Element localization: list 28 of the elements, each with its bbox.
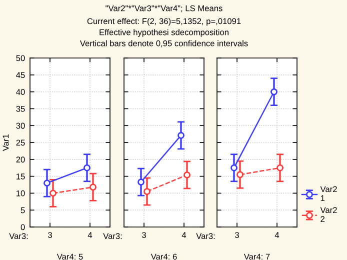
x-tick-label: 3	[142, 232, 146, 238]
y-tick-label: 40	[16, 89, 25, 95]
y-tick-label: 5	[20, 207, 25, 214]
x-tick-label: 4	[88, 232, 92, 238]
x-axis-title: Var4: 7	[244, 254, 270, 260]
legend-label: Var2 1	[320, 186, 337, 202]
y-tick-label: 20	[16, 156, 25, 162]
y-axis-title: Var1	[2, 134, 9, 151]
y-tick-label: 50	[16, 55, 25, 62]
y-tick-label: 10	[16, 190, 25, 196]
text: Var3:	[9, 233, 28, 240]
x-tick-label: 3	[48, 232, 52, 238]
text: Var3:	[103, 233, 122, 240]
x-tick-label: 4	[274, 232, 280, 238]
legend-label: Var2 2	[320, 207, 337, 222]
x-axis-title: Var4: 5	[56, 254, 83, 260]
x-tick-label: 4	[182, 232, 186, 238]
chart-subtitle: Current effect: F(2, 36)=5,1352, p=,01091 Effective hypothesi sdecomposition Vertical bars denote 0,95 confidence intervals	[80, 18, 248, 48]
y-tick-label: 25	[16, 140, 25, 146]
chart-title: "Var2"*"Var3"*"Var4"; LS Means	[106, 5, 222, 12]
x-axis-title: Var4: 6	[150, 254, 177, 260]
y-tick-label: 0	[20, 224, 25, 230]
y-tick-label: 30	[16, 122, 25, 129]
x-tick-label: 3	[235, 232, 239, 238]
y-tick-label: 45	[16, 72, 25, 78]
y-tick-label: 15	[16, 174, 25, 180]
text: Var3:	[196, 233, 215, 240]
y-tick-label: 35	[16, 106, 25, 112]
